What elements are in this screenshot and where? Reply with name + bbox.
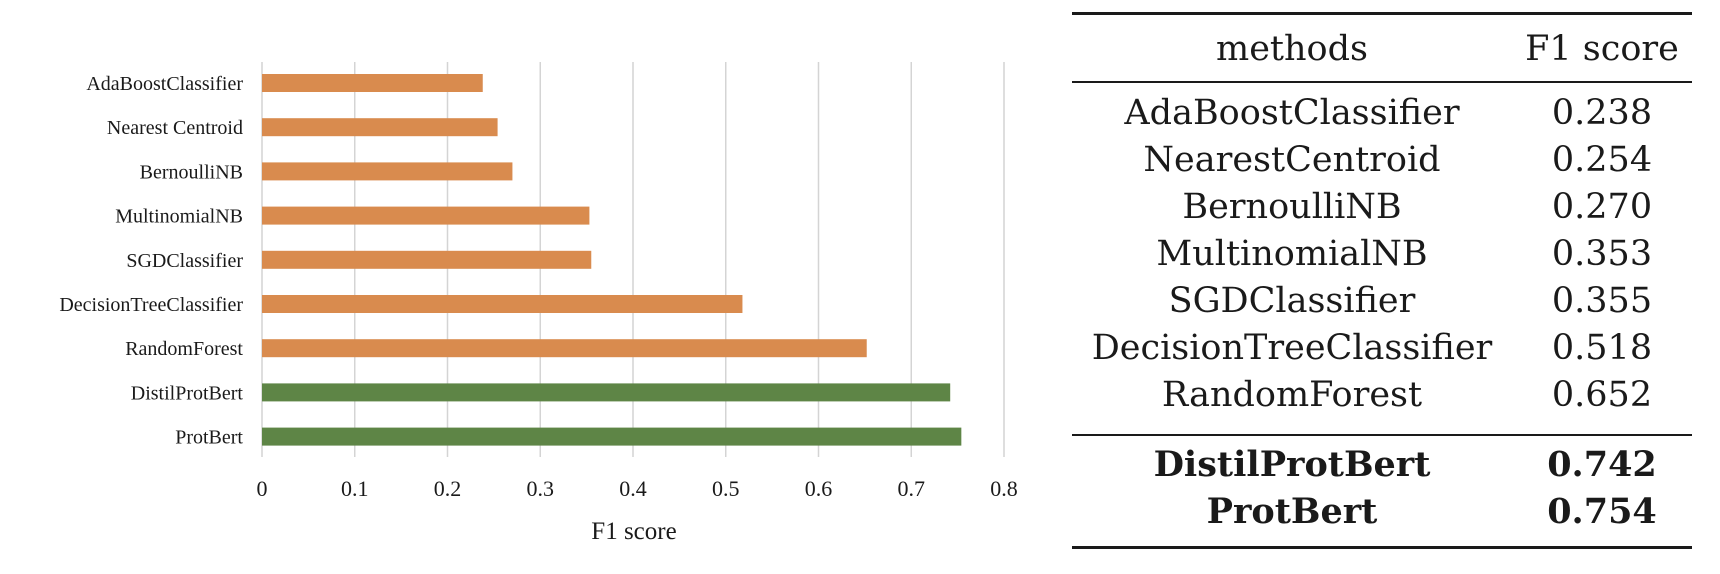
category-label: SGDClassifier — [126, 250, 243, 272]
x-tick-label: 0.4 — [619, 476, 647, 501]
table-row-method: NearestCentroid — [1143, 140, 1441, 180]
x-tick-label: 0.7 — [898, 476, 926, 501]
table-row-score: 0.353 — [1551, 234, 1653, 274]
table-header-rule — [1072, 81, 1692, 83]
category-label: RandomForest — [125, 338, 243, 360]
table-mid-rule — [1072, 434, 1692, 436]
x-axis-title: F1 score — [591, 518, 676, 545]
table-top-rule — [1072, 12, 1692, 15]
x-tick-labels: 0 0.1 0.2 0.3 0.4 0.5 0.6 0.7 0.8 — [257, 476, 1018, 501]
bar — [262, 162, 513, 181]
bar — [262, 383, 951, 402]
table-row-score: 0.238 — [1551, 93, 1653, 133]
bar — [262, 118, 498, 137]
category-label: MultinomialNB — [115, 206, 243, 228]
x-tick-label: 0.8 — [990, 476, 1018, 501]
bars — [262, 74, 962, 446]
header-f1-score: F1 score — [1525, 29, 1679, 69]
table-row-method: RandomForest — [1161, 375, 1423, 415]
table-row-method: AdaBoostClassifier — [1124, 93, 1460, 133]
category-label: Nearest Centroid — [107, 117, 243, 139]
category-label: DecisionTreeClassifier — [59, 294, 243, 316]
table-row-method: DecisionTreeClassifier — [1091, 328, 1493, 368]
table-highlight-score: 0.754 — [1547, 491, 1657, 532]
bar — [262, 206, 590, 225]
x-tick-label: 0.5 — [712, 476, 740, 501]
x-tick-label: 0.3 — [527, 476, 555, 501]
bar — [262, 74, 483, 92]
table-row-score: 0.518 — [1551, 328, 1653, 368]
bar — [262, 295, 743, 313]
table-bottom-rule — [1072, 546, 1692, 549]
table-row-score: 0.355 — [1551, 281, 1653, 321]
bar — [262, 250, 592, 269]
category-label: BernoulliNB — [140, 161, 243, 183]
category-label: ProtBert — [175, 427, 243, 449]
table-row-method: BernoulliNB — [1182, 187, 1402, 227]
table-row-score: 0.254 — [1551, 140, 1653, 180]
table-row-score: 0.652 — [1551, 375, 1653, 415]
table-highlight-method: ProtBert — [1206, 491, 1378, 532]
x-tick-label: 0 — [257, 476, 268, 501]
header-methods: methods — [1216, 29, 1368, 69]
table-highlight-method: DistilProtBert — [1153, 444, 1431, 485]
bar — [262, 339, 867, 358]
table-row-score: 0.270 — [1551, 187, 1653, 227]
x-tick-label: 0.2 — [434, 476, 462, 501]
x-tick-label: 0.6 — [805, 476, 833, 501]
f1-bar-chart: AdaBoostClassifier Nearest Centroid Bernou… — [59, 62, 1018, 545]
x-tick-label: 0.1 — [341, 476, 369, 501]
category-label: AdaBoostClassifier — [86, 73, 243, 95]
table-highlight-score: 0.742 — [1547, 444, 1657, 485]
category-labels: AdaBoostClassifier Nearest Centroid Bernou… — [59, 73, 243, 449]
table-row-method: MultinomialNB — [1156, 234, 1428, 274]
category-label: DistilProtBert — [131, 382, 244, 404]
table-row-method: SGDClassifier — [1168, 281, 1416, 321]
bar — [262, 427, 962, 446]
